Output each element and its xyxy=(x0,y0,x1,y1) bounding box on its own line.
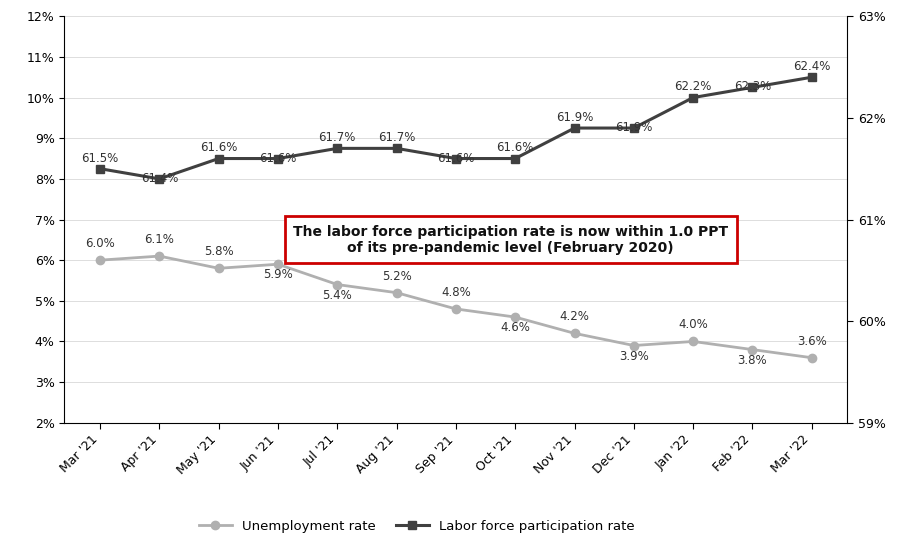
Text: 4.0%: 4.0% xyxy=(678,318,708,331)
Text: 62.2%: 62.2% xyxy=(674,81,712,93)
Text: 3.8%: 3.8% xyxy=(738,354,767,367)
Text: 4.8%: 4.8% xyxy=(441,286,471,299)
Text: 61.6%: 61.6% xyxy=(496,141,534,154)
Text: 4.6%: 4.6% xyxy=(500,321,530,334)
Text: 61.9%: 61.9% xyxy=(615,121,652,134)
Text: 61.7%: 61.7% xyxy=(319,131,356,144)
Text: 3.9%: 3.9% xyxy=(619,350,648,363)
Text: 5.4%: 5.4% xyxy=(322,289,352,301)
Text: 61.5%: 61.5% xyxy=(81,152,119,165)
Text: 62.4%: 62.4% xyxy=(793,60,831,73)
Text: 61.6%: 61.6% xyxy=(437,152,474,165)
Text: 61.9%: 61.9% xyxy=(555,111,593,124)
Text: 5.9%: 5.9% xyxy=(263,268,293,281)
Text: 5.2%: 5.2% xyxy=(381,269,412,282)
Text: 6.1%: 6.1% xyxy=(145,233,174,246)
Text: 4.2%: 4.2% xyxy=(560,310,589,323)
Text: 61.7%: 61.7% xyxy=(378,131,415,144)
Text: 5.8%: 5.8% xyxy=(204,245,234,258)
Legend: Unemployment rate, Labor force participation rate: Unemployment rate, Labor force participa… xyxy=(193,514,640,538)
Text: 6.0%: 6.0% xyxy=(85,237,115,250)
Text: 62.3%: 62.3% xyxy=(734,81,771,94)
Text: 61.6%: 61.6% xyxy=(200,141,238,154)
Text: 61.4%: 61.4% xyxy=(141,172,178,185)
Text: The labor force participation rate is now within 1.0 PPT
of its pre-pandemic lev: The labor force participation rate is no… xyxy=(293,225,729,255)
Text: 61.6%: 61.6% xyxy=(260,152,297,165)
Text: 3.6%: 3.6% xyxy=(797,334,827,347)
